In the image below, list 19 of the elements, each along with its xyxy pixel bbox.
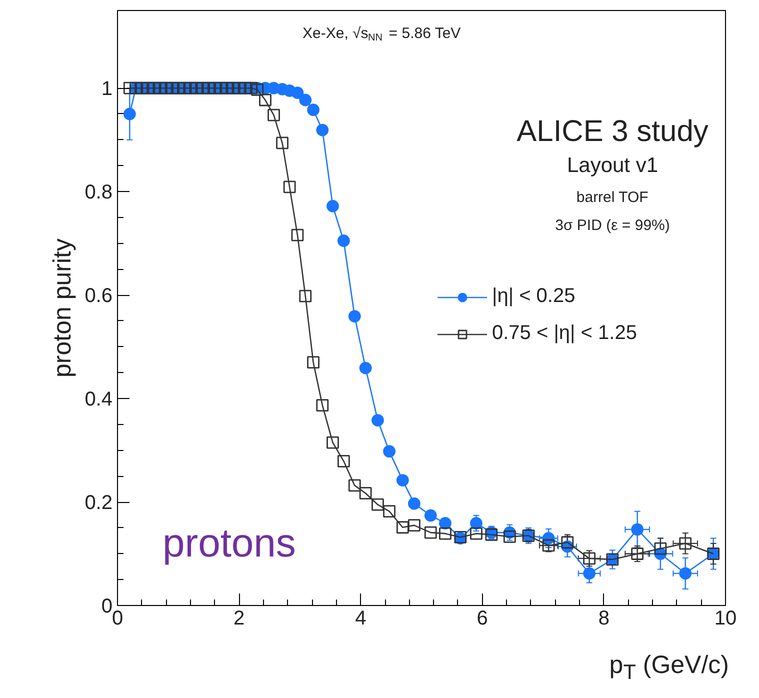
annotation: barrel TOF <box>576 189 648 206</box>
y-tick-label: 1 <box>101 78 112 100</box>
annotation: 3σ PID (ε = 99%) <box>555 217 670 234</box>
annotation: protons <box>162 522 296 566</box>
x-axis-title: p$_{T}$ (GeV/c) <box>609 650 729 686</box>
legend-label: |η| < 0.25 <box>492 285 576 308</box>
x-tick-label: 4 <box>355 608 366 630</box>
legend-label: 0.75 < |η| < 1.25 <box>492 322 637 345</box>
x-tick-label: 8 <box>598 608 610 630</box>
y-tick-label: 0.4 <box>84 388 113 411</box>
x-tick-label: 6 <box>476 608 488 630</box>
y-tick-label: 0.8 <box>84 182 113 204</box>
x-tick-label: 10 <box>714 608 737 630</box>
y-axis-title: proton purity <box>48 238 77 378</box>
annotation: Layout v1 <box>566 154 658 177</box>
y-tick-label: 0.2 <box>84 492 113 514</box>
annotation: ALICE 3 study <box>516 115 708 148</box>
x-tick-label: 2 <box>234 608 245 630</box>
y-tick-label: 0.6 <box>84 285 113 308</box>
